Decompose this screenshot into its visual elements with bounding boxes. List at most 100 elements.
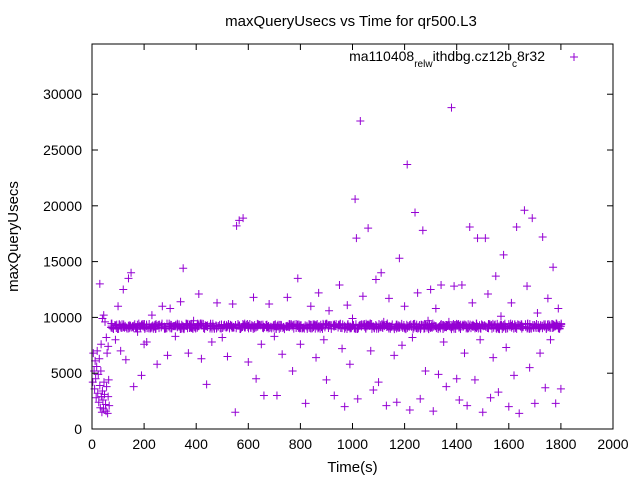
data-point xyxy=(551,399,560,408)
y-tick-label: 15000 xyxy=(43,254,82,270)
data-point xyxy=(506,319,515,328)
data-point xyxy=(142,337,151,346)
data-point xyxy=(499,250,508,259)
data-point xyxy=(179,264,188,273)
data-point xyxy=(257,340,266,349)
data-point xyxy=(95,354,104,363)
chart-title: maxQueryUsecs vs Time for qr500.L3 xyxy=(225,13,477,30)
data-point xyxy=(92,362,101,371)
data-point xyxy=(510,371,519,380)
data-point xyxy=(468,298,477,307)
data-point xyxy=(546,335,555,344)
data-point xyxy=(348,314,357,323)
x-tick-label: 2000 xyxy=(597,436,628,452)
data-point xyxy=(494,388,503,397)
data-point xyxy=(437,281,446,290)
data-point xyxy=(265,300,274,309)
data-point xyxy=(496,312,505,321)
data-point xyxy=(533,308,542,317)
data-point xyxy=(102,333,111,342)
data-point xyxy=(353,394,362,403)
data-point xyxy=(473,234,482,243)
data-point xyxy=(288,366,297,375)
data-point xyxy=(442,382,451,391)
data-point xyxy=(99,378,108,387)
legend-label-part: rel xyxy=(414,59,425,70)
y-tick-label: 20000 xyxy=(43,198,82,214)
legend-marker xyxy=(570,53,578,61)
data-point xyxy=(104,392,113,401)
data-point xyxy=(515,409,524,418)
y-tick-label: 30000 xyxy=(43,86,82,102)
data-point xyxy=(176,297,185,306)
data-point xyxy=(129,382,138,391)
data-point xyxy=(330,391,339,400)
data-point xyxy=(104,375,113,384)
x-tick-label: 1800 xyxy=(545,436,576,452)
data-point xyxy=(93,389,102,398)
data-point xyxy=(98,395,107,404)
legend-label-part: 8r32 xyxy=(517,48,545,64)
y-axis-title: maxQueryUsecs xyxy=(5,181,22,292)
data-point xyxy=(245,319,254,328)
data-point xyxy=(278,350,287,359)
x-tick-label: 1600 xyxy=(493,436,524,452)
data-point xyxy=(94,398,103,407)
data-point xyxy=(382,401,391,410)
data-point xyxy=(105,401,114,410)
data-point xyxy=(114,302,123,311)
data-point xyxy=(338,344,347,353)
data-point xyxy=(397,341,406,350)
legend-label-part: ma110408 xyxy=(349,48,414,64)
data-point xyxy=(91,374,100,383)
data-point xyxy=(335,281,344,290)
plot-area xyxy=(91,43,614,430)
data-point xyxy=(520,206,529,215)
data-point xyxy=(452,374,461,383)
data-point xyxy=(103,349,112,358)
data-point xyxy=(555,324,564,333)
data-point xyxy=(119,285,128,294)
data-point xyxy=(470,375,479,384)
data-point xyxy=(390,351,399,360)
data-point xyxy=(392,398,401,407)
data-point xyxy=(301,399,310,408)
y-tick-label: 25000 xyxy=(43,142,82,158)
data-point xyxy=(314,288,323,297)
data-point xyxy=(124,274,133,283)
data-point xyxy=(283,293,292,302)
x-tick-label: 400 xyxy=(185,436,209,452)
data-point xyxy=(325,306,334,315)
x-tick-label: 200 xyxy=(132,436,156,452)
data-point xyxy=(95,279,104,288)
data-point xyxy=(431,304,440,313)
data-point xyxy=(103,409,112,418)
data-point xyxy=(369,385,378,394)
data-point xyxy=(528,214,537,223)
x-tick-label: 600 xyxy=(237,436,261,452)
data-point xyxy=(384,294,393,303)
data-point xyxy=(218,333,227,342)
data-point xyxy=(259,391,268,400)
data-point xyxy=(523,282,532,291)
y-tick-label: 0 xyxy=(74,421,82,437)
data-point xyxy=(525,363,534,372)
data-point xyxy=(554,304,563,313)
data-point xyxy=(366,346,375,355)
data-point xyxy=(104,342,113,351)
data-point xyxy=(231,408,240,417)
data-point xyxy=(249,293,258,302)
data-point xyxy=(97,340,106,349)
data-point xyxy=(455,395,464,404)
data-point xyxy=(486,393,495,402)
y-tick-label: 5000 xyxy=(51,365,82,381)
data-point xyxy=(481,234,490,243)
x-tick-label: 1000 xyxy=(337,436,368,452)
data-point xyxy=(207,337,216,346)
data-point xyxy=(478,408,487,417)
data-point xyxy=(92,393,101,402)
data-point xyxy=(306,302,315,311)
data-point xyxy=(102,382,111,391)
data-point xyxy=(96,366,105,375)
x-tick-label: 0 xyxy=(88,436,96,452)
